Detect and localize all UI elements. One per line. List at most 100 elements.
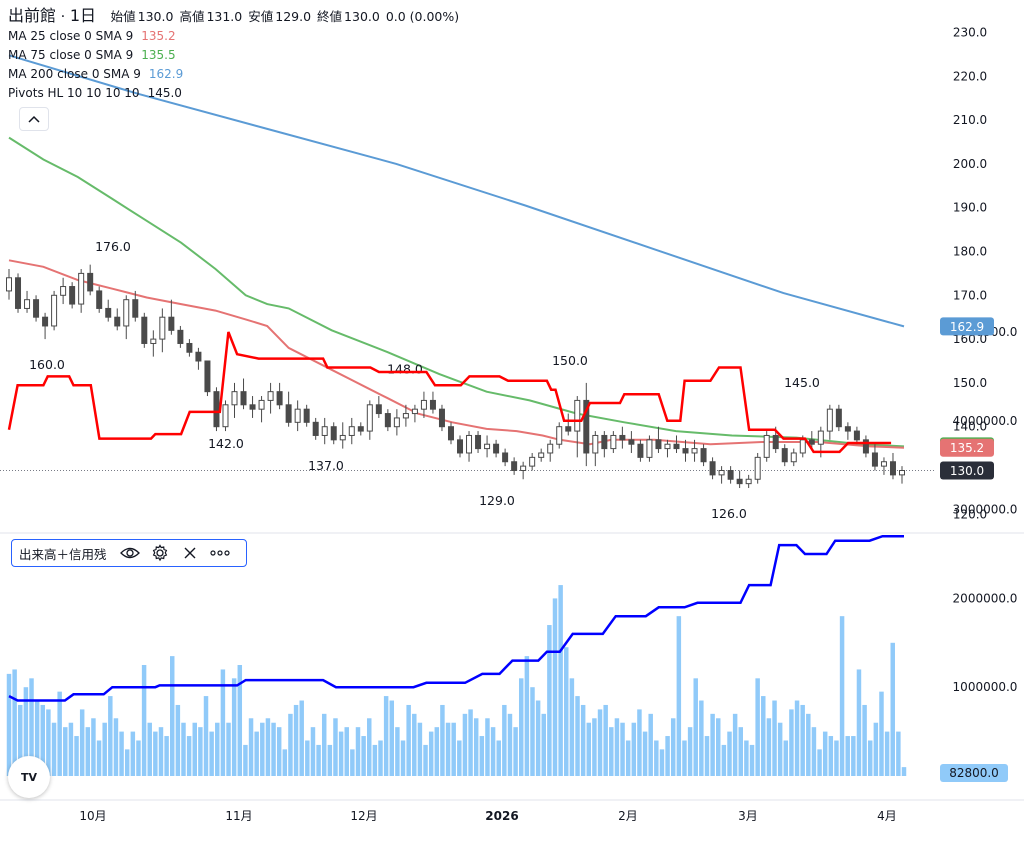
indicator-value: 145.0 <box>147 86 182 100</box>
volume-bar <box>265 718 271 776</box>
candle <box>655 426 662 453</box>
close-label: 終値 <box>317 9 343 24</box>
price-badge-bg <box>940 317 994 336</box>
candle <box>880 457 887 475</box>
open-label: 始値 <box>110 9 136 24</box>
candle <box>312 417 319 440</box>
volume-bar <box>502 704 507 776</box>
candle-body <box>574 399 581 432</box>
volume-bar <box>479 736 485 776</box>
candle-body <box>141 316 148 344</box>
volume-bar <box>254 731 259 776</box>
candle <box>69 282 76 309</box>
candle <box>348 417 355 445</box>
candle-body <box>51 294 58 327</box>
candle-body <box>267 391 274 401</box>
more-icon[interactable] <box>205 541 235 565</box>
volume-bar <box>243 744 248 776</box>
candle <box>466 431 473 462</box>
candle-body <box>384 413 391 428</box>
volume-bar <box>727 731 732 776</box>
candle-body <box>402 413 409 419</box>
volume-bar <box>806 713 811 776</box>
candle-body <box>42 316 49 327</box>
volume-bar <box>57 691 62 776</box>
y-tick-label: 120.0 <box>953 507 987 521</box>
candle-body <box>466 434 473 454</box>
x-tick-label: 3月 <box>738 809 758 823</box>
volume-bar <box>670 718 676 776</box>
indicator-pivots[interactable]: Pivots HL 10 10 10 10 145.0 <box>8 84 461 103</box>
volume-bar <box>372 744 378 776</box>
candle <box>204 360 211 397</box>
y-tick-label: 210.0 <box>953 113 987 127</box>
indicator-value: 135.2 <box>141 29 176 43</box>
candle <box>727 466 734 484</box>
candle <box>177 325 184 348</box>
y-tick-label: 160.0 <box>953 332 987 346</box>
pivot-label: 176.0 <box>95 239 131 254</box>
volume-bar <box>428 731 434 776</box>
indicator-name: MA 200 close 0 SMA 9 <box>8 67 141 81</box>
indicator-ma75[interactable]: MA 75 close 0 SMA 9 135.5 <box>8 46 461 65</box>
candle <box>249 396 256 418</box>
indicator-ma200[interactable]: MA 200 close 0 SMA 9 162.9 <box>8 65 461 84</box>
volume-bar <box>203 696 209 776</box>
interval-label[interactable]: 1日 <box>69 6 97 25</box>
candle <box>258 396 265 423</box>
volume-bar <box>102 722 107 776</box>
volume-bar <box>609 727 614 776</box>
pivot-label: 129.0 <box>479 493 515 508</box>
candle <box>357 422 364 436</box>
y-tick-label: 140.0 <box>953 420 987 434</box>
eye-icon[interactable] <box>115 541 145 565</box>
volume-tick-label: 2000000.0 <box>953 591 1018 605</box>
indicator-name: MA 25 close 0 SMA 9 <box>8 29 134 43</box>
volume-bar <box>558 585 563 776</box>
symbol-name[interactable]: 出前館 <box>8 6 57 25</box>
candle <box>276 382 283 410</box>
scroll-to-start-button[interactable]: TV <box>8 756 50 798</box>
volume-bar <box>800 704 805 776</box>
candle-body <box>132 299 139 318</box>
volume-bar <box>220 669 226 776</box>
gear-icon[interactable] <box>145 541 175 565</box>
candle-body <box>420 399 427 410</box>
volume-bar <box>271 722 276 776</box>
close-icon[interactable] <box>175 541 205 565</box>
volume-bar <box>851 736 856 776</box>
collapse-legend-button[interactable] <box>19 107 49 131</box>
volume-indicator-toolbar[interactable]: 出来高＋信用残 <box>11 539 247 567</box>
candle <box>24 290 31 313</box>
candle-body <box>637 443 644 458</box>
volume-bar <box>226 722 231 776</box>
candle <box>186 339 193 357</box>
volume-bar <box>248 718 254 776</box>
candle-body <box>78 272 85 305</box>
volume-bar <box>513 727 518 776</box>
volume-bar <box>74 736 79 776</box>
volume-bar <box>564 647 569 776</box>
candle-body <box>393 417 400 428</box>
candle <box>538 448 545 462</box>
indicator-ma25[interactable]: MA 25 close 0 SMA 9 135.2 <box>8 27 461 46</box>
candle <box>132 290 139 322</box>
candle <box>520 461 527 480</box>
last-price-badge: 130.0 <box>940 461 994 480</box>
candle <box>438 404 445 432</box>
volume-bar <box>51 722 57 776</box>
candle-body <box>899 470 905 476</box>
volume-bar <box>524 656 530 776</box>
volume-bar <box>333 718 338 776</box>
high-label: 高値 <box>179 9 205 24</box>
volume-bar <box>496 740 501 776</box>
y-tick-label: 200.0 <box>953 157 987 171</box>
volume-bar <box>383 696 389 776</box>
candle-body <box>619 434 626 441</box>
volume-bar <box>721 744 727 776</box>
volume-bar <box>490 727 496 776</box>
volume-badge-text: 82800.0 <box>949 766 999 780</box>
candle-body <box>87 272 94 292</box>
candle-body <box>457 439 464 454</box>
